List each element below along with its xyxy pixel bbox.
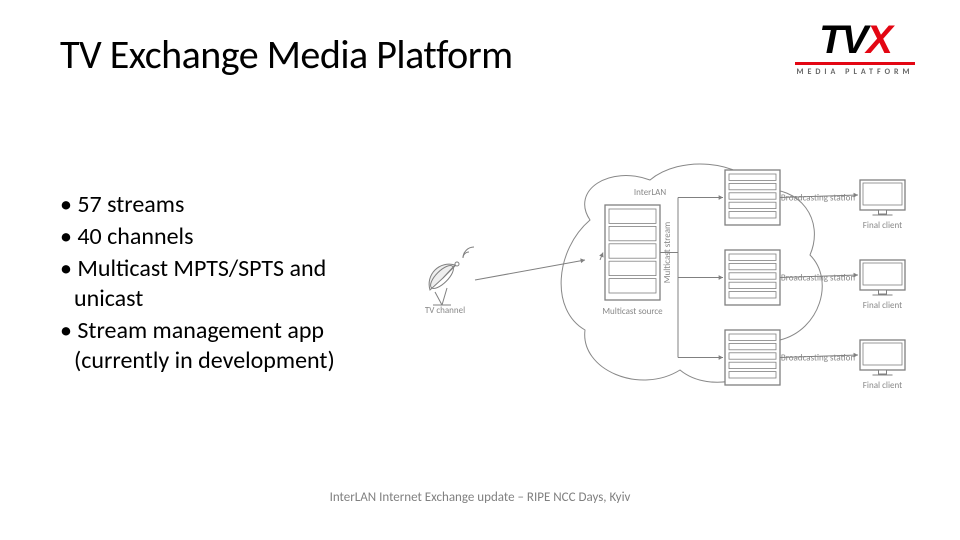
bullet-item: • 57 streams xyxy=(60,190,390,220)
logo: TVX MEDIA PLATFORM xyxy=(785,20,925,77)
bullet-text: 40 channels xyxy=(77,222,193,251)
logo-tv: TV xyxy=(819,18,866,62)
bullet-text: 57 streams xyxy=(77,190,184,219)
svg-text:TV channel: TV channel xyxy=(425,305,465,316)
footer-text: InterLAN Internet Exchange update – RIPE… xyxy=(0,490,960,505)
logo-underline xyxy=(795,62,915,65)
logo-text: TVX xyxy=(785,20,925,60)
svg-text:InterLAN: InterLAN xyxy=(634,187,666,198)
logo-subtitle: MEDIA PLATFORM xyxy=(785,67,925,77)
svg-text:Broadcasting station: Broadcasting station xyxy=(781,273,855,284)
network-diagram: InterLANTV channelMulticast sourceMultic… xyxy=(400,150,930,410)
logo-x: X xyxy=(866,18,891,62)
svg-text:Broadcasting station: Broadcasting station xyxy=(781,193,855,204)
svg-text:Multicast source: Multicast source xyxy=(602,306,663,317)
diagram-svg: InterLANTV channelMulticast sourceMultic… xyxy=(400,150,930,410)
bullet-list: • 57 streams • 40 channels • Multicast M… xyxy=(60,190,390,378)
svg-text:Broadcasting station: Broadcasting station xyxy=(781,353,855,364)
bullet-text: Multicast MPTS/SPTS and unicast xyxy=(74,254,326,313)
bullet-text: Stream management app (currently in deve… xyxy=(74,316,335,375)
bullet-item: • 40 channels xyxy=(60,222,390,252)
bullet-item: • Multicast MPTS/SPTS and unicast xyxy=(60,254,390,314)
svg-text:Final client: Final client xyxy=(863,380,902,391)
bullet-item: • Stream management app (currently in de… xyxy=(60,316,390,376)
page-title: TV Exchange Media Platform xyxy=(60,30,513,79)
svg-text:Final client: Final client xyxy=(863,300,902,311)
svg-text:Final client: Final client xyxy=(863,220,902,231)
slide: TV Exchange Media Platform TVX MEDIA PLA… xyxy=(0,0,960,540)
